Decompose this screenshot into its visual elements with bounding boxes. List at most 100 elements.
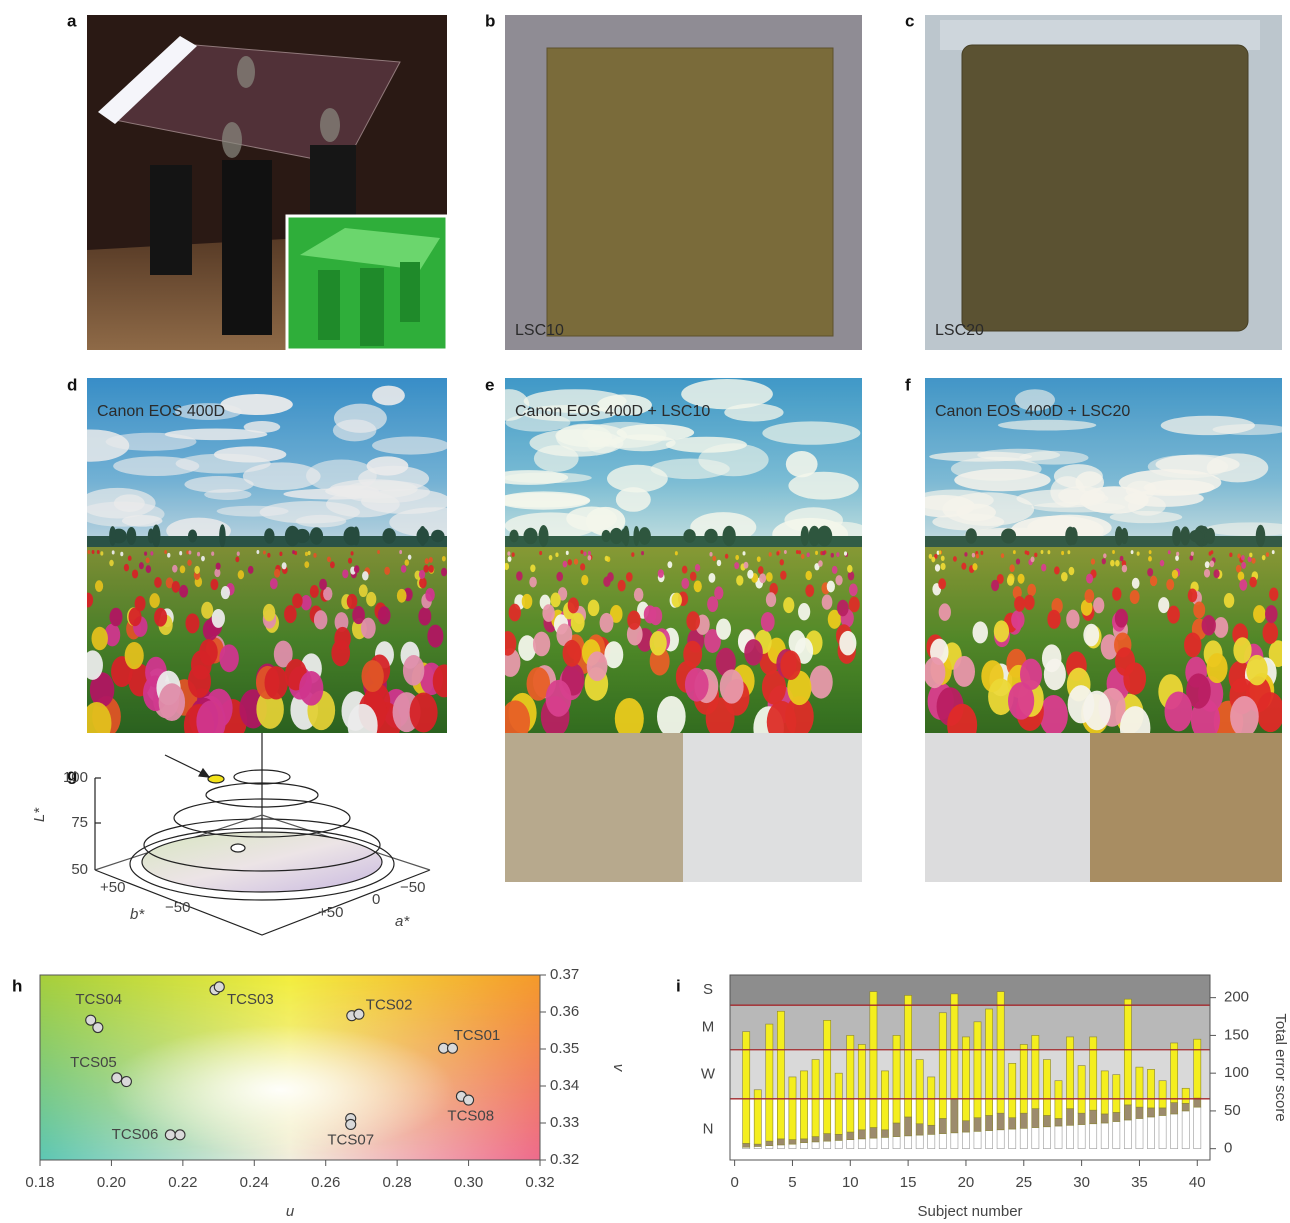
bar-segment xyxy=(928,1134,935,1148)
band-label: N xyxy=(703,1120,714,1137)
point xyxy=(121,1077,131,1087)
point xyxy=(346,1119,356,1129)
tick-label: +50 xyxy=(100,879,125,896)
x-tick-label: 0.26 xyxy=(311,1174,340,1191)
x-tick-label: 0.24 xyxy=(240,1174,269,1191)
y-tick-label: 0.37 xyxy=(550,966,579,983)
bar-segment xyxy=(1055,1118,1062,1126)
bar-segment xyxy=(1009,1129,1016,1149)
bar-segment xyxy=(881,1130,888,1138)
bar-segment xyxy=(1136,1107,1143,1118)
bar-segment xyxy=(1009,1118,1016,1129)
color-disk xyxy=(142,832,382,892)
caption: Canon EOS 400D + LSC20 xyxy=(935,403,1130,420)
cylinder xyxy=(150,165,192,275)
bar-segment xyxy=(777,1145,784,1149)
bar-segment xyxy=(1078,1113,1085,1124)
arrowhead xyxy=(199,769,209,777)
bar-segment xyxy=(893,1035,900,1123)
x-tick-label: 35 xyxy=(1131,1174,1148,1191)
page: Figure html, body { margin: 0; padding: … xyxy=(0,0,1290,1223)
bulb xyxy=(222,122,242,158)
tick-label: 0 xyxy=(372,891,380,908)
tint xyxy=(925,378,1282,733)
bar-segment xyxy=(1032,1109,1039,1128)
bar-segment xyxy=(1113,1121,1120,1148)
point xyxy=(214,982,224,992)
bar-segment xyxy=(1113,1075,1120,1113)
bar-segment xyxy=(812,1137,819,1142)
point-label: TCS01 xyxy=(454,1027,501,1044)
y-tick-label: 200 xyxy=(1224,989,1249,1006)
panel-letter: f xyxy=(905,375,911,394)
bar-segment xyxy=(1066,1109,1073,1126)
tick-label: −50 xyxy=(165,899,190,916)
panel-f: f Canon EOS 400D + LSC20 xyxy=(905,375,1290,882)
x-tick-label: 0.22 xyxy=(168,1174,197,1191)
point-label: TCS05 xyxy=(70,1054,117,1071)
bar-segment xyxy=(1147,1117,1154,1149)
tick-label: −50 xyxy=(400,879,425,896)
bar-segment xyxy=(905,1117,912,1136)
bar-segment xyxy=(1101,1071,1108,1114)
x-tick-label: 25 xyxy=(1015,1174,1032,1191)
x-tick-label: 30 xyxy=(1073,1174,1090,1191)
panel-letter: a xyxy=(67,11,77,30)
swatch xyxy=(1090,733,1282,882)
bar-segment xyxy=(1159,1081,1166,1108)
panel-c: c LSC20 xyxy=(905,11,1282,350)
bar-segment xyxy=(789,1140,796,1145)
photo xyxy=(912,378,1290,750)
bar-segment xyxy=(951,1133,958,1149)
panel-e: e Canon EOS 400D + LSC10 xyxy=(485,375,868,882)
bar-segment xyxy=(754,1146,761,1148)
bar-segment xyxy=(1124,1105,1131,1120)
lsc-sheet xyxy=(547,48,833,336)
bar-segment xyxy=(743,1143,750,1147)
point xyxy=(175,1130,185,1140)
bar-segment xyxy=(916,1124,923,1135)
bar-segment xyxy=(905,1136,912,1149)
bar-segment xyxy=(939,1013,946,1119)
bar-segment xyxy=(1124,1120,1131,1149)
bar-segment xyxy=(1136,1067,1143,1107)
bar-segment xyxy=(812,1060,819,1137)
figure: a b LSC10 c LSC20 d Canon EOS 400D e Can… xyxy=(0,0,1290,1223)
y-tick-label: 0.32 xyxy=(550,1151,579,1168)
bar-segment xyxy=(928,1077,935,1125)
bar-segment xyxy=(893,1137,900,1149)
bar-segment xyxy=(766,1024,773,1141)
band-label: W xyxy=(701,1065,716,1082)
bar-segment xyxy=(812,1142,819,1149)
bar-segment xyxy=(800,1143,807,1149)
x-tick-label: 15 xyxy=(900,1174,917,1191)
bar-segment xyxy=(881,1137,888,1148)
swatch xyxy=(683,733,862,882)
bar-segment xyxy=(893,1123,900,1137)
tick-label: 50 xyxy=(71,861,88,878)
bar-segment xyxy=(1171,1114,1178,1149)
caption: Canon EOS 400D xyxy=(97,403,225,420)
y-tick-label: 0.34 xyxy=(550,1077,579,1094)
x-tick-label: 0 xyxy=(730,1174,738,1191)
point xyxy=(93,1023,103,1033)
bar-segment xyxy=(1009,1063,1016,1117)
tint xyxy=(505,378,862,733)
bar-segment xyxy=(743,1032,750,1144)
bar-segment xyxy=(916,1135,923,1149)
bar-segment xyxy=(962,1121,969,1132)
bar-segment xyxy=(824,1141,831,1149)
x-tick-label: 10 xyxy=(842,1174,859,1191)
bar-segment xyxy=(754,1090,761,1144)
bar-segment xyxy=(835,1140,842,1148)
bar-segment xyxy=(881,1071,888,1130)
band xyxy=(730,1005,1210,1050)
band-label: S xyxy=(703,981,713,998)
swatch xyxy=(505,733,683,882)
bar-segment xyxy=(1043,1115,1050,1126)
bar-segment xyxy=(997,1130,1004,1149)
bar-segment xyxy=(997,992,1004,1114)
bar-segment xyxy=(916,1060,923,1124)
white-point xyxy=(231,844,245,852)
x-axis-label: Subject number xyxy=(917,1203,1022,1220)
